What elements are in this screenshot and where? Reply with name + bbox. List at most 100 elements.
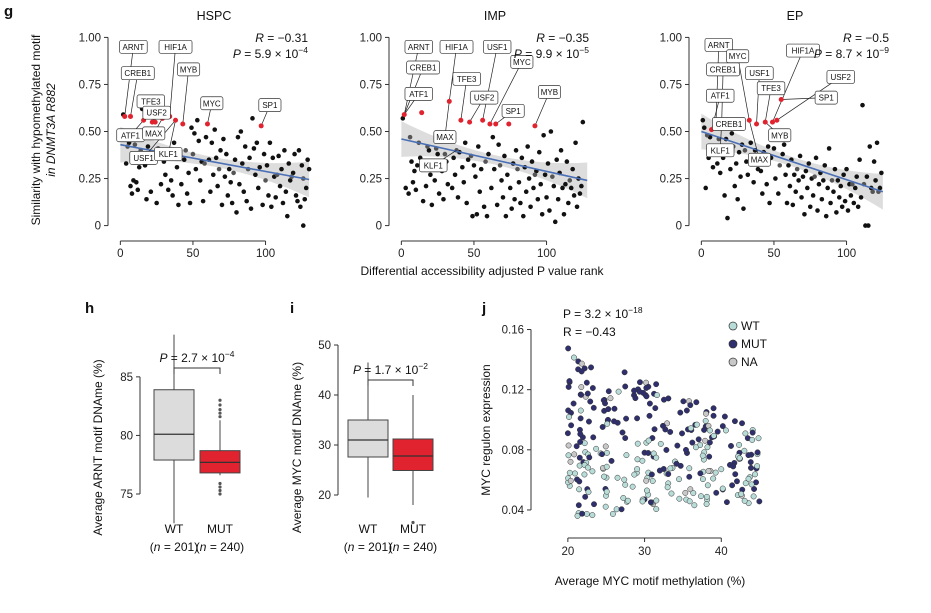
motif-label-box [483, 39, 512, 54]
data-point [507, 185, 513, 191]
data-point [697, 470, 704, 477]
motif-label-box [419, 158, 448, 173]
data-point [841, 172, 846, 178]
data-point [667, 428, 674, 435]
data-point [286, 161, 292, 166]
motif-label: USF1 [749, 69, 770, 78]
data-point [799, 195, 804, 200]
data-point [790, 202, 796, 208]
data-point [704, 444, 711, 451]
motif-label-box [404, 87, 433, 101]
data-point [154, 200, 159, 206]
data-point [509, 206, 514, 211]
motif-label-box [258, 98, 282, 113]
data-point [165, 187, 171, 193]
data-point [602, 443, 609, 450]
data-point [566, 414, 572, 420]
data-point [570, 400, 577, 407]
data-point [423, 183, 429, 189]
data-point [733, 161, 739, 166]
data-point [781, 142, 787, 147]
data-point [273, 195, 279, 200]
data-point [679, 430, 685, 437]
data-point [589, 512, 596, 519]
data-point [858, 195, 864, 200]
data-point [577, 439, 584, 445]
data-point-gray [442, 151, 448, 157]
data-point [298, 204, 303, 210]
data-point [765, 144, 771, 149]
data-point [234, 210, 239, 215]
data-point [864, 174, 870, 179]
data-point [174, 164, 180, 170]
data-point [710, 432, 717, 439]
data-point [403, 185, 409, 191]
data-point [831, 189, 836, 195]
data-point [695, 436, 702, 443]
data-point [815, 208, 820, 213]
data-point [193, 166, 199, 172]
data-point [577, 415, 584, 422]
data-point [703, 493, 710, 500]
data-point [722, 193, 727, 198]
data-point [645, 450, 652, 456]
data-point [413, 187, 419, 193]
data-point-gray [742, 148, 748, 153]
data-point [752, 471, 758, 478]
data-point [578, 368, 585, 375]
highlight-point [258, 123, 264, 129]
data-point [622, 481, 629, 488]
correlation-p: P = 8.7 × 10−9 [814, 45, 889, 61]
data-point [599, 424, 606, 430]
data-point-gray [190, 151, 196, 157]
data-point [215, 183, 220, 189]
motif-label: USF1 [133, 154, 154, 163]
data-point [545, 161, 551, 166]
highlight-point [128, 113, 134, 119]
data-point [525, 144, 530, 149]
data-point [269, 204, 274, 210]
data-point [571, 470, 578, 477]
data-point [426, 148, 432, 153]
data-point [519, 155, 525, 161]
y-tick-label: 1.00 [360, 32, 382, 44]
data-point-gray [567, 178, 573, 183]
y-tick-label: 20 [318, 490, 331, 502]
data-point [813, 155, 819, 161]
data-point [780, 151, 785, 157]
motif-label: TFE3 [457, 75, 477, 84]
data-point [816, 181, 822, 187]
motif-label: KLF1 [711, 146, 731, 155]
motif-label: USF2 [831, 73, 852, 82]
data-point [866, 223, 871, 228]
data-point [676, 476, 682, 483]
data-point [489, 185, 494, 191]
data-point-gray [532, 172, 538, 178]
ep-scatter-panel: EP 0 0.25 0.50 0.75 1.00 0 50 100 ARNT MYC CREB1 USF… [660, 9, 890, 260]
data-point [593, 445, 600, 452]
data-point [491, 166, 497, 172]
data-point [128, 183, 133, 189]
motif-label: CREB1 [410, 64, 437, 73]
data-point [541, 132, 546, 138]
n-label: (n = 240) [389, 540, 437, 554]
data-point [282, 148, 287, 153]
motif-label: MYC [513, 58, 531, 67]
data-point [538, 181, 544, 187]
data-point [591, 501, 597, 508]
data-point [703, 501, 710, 508]
data-point [714, 428, 721, 435]
motif-label: MAX [751, 156, 769, 165]
data-point [585, 489, 592, 495]
data-point [560, 185, 565, 191]
n-label: (n = 201) [150, 540, 198, 554]
motif-label-box [768, 128, 792, 143]
data-point [499, 178, 504, 183]
data-point [683, 446, 689, 453]
data-point [585, 418, 592, 425]
g-x-title: Differential accessibility adjusted P va… [360, 264, 604, 278]
data-point [590, 404, 597, 411]
data-point-gray [231, 170, 236, 176]
data-point [623, 415, 630, 422]
data-point [683, 407, 690, 414]
